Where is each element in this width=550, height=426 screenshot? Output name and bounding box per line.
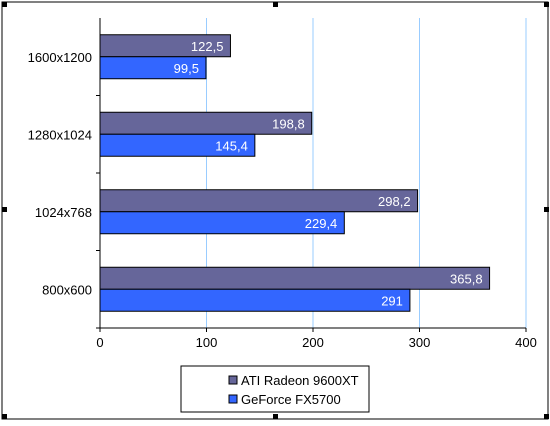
resize-handle [273,414,278,419]
bar-data-label: 365,8 [450,271,483,286]
resize-handle [273,2,278,7]
bar-data-label: 122,5 [191,39,224,54]
resize-handle [2,207,7,212]
y-category-label: 1024x768 [35,205,92,220]
axes: 0 100 200 300 400 1600x1200 1280x1024 1024x768 8… [28,18,537,350]
bar-data-label: 145,4 [215,138,248,153]
resize-handle [544,414,549,419]
bar [99,288,411,312]
resize-handle [544,207,549,212]
x-tick-label: 100 [196,335,218,350]
x-tick-label: 0 [96,335,103,350]
bar-data-label: 291 [381,293,403,308]
bar-data-label: 298,2 [378,194,411,209]
legend-box [180,365,370,413]
y-category-label: 1600x1200 [28,50,92,65]
legend-swatch [228,394,238,404]
x-tick-label: 200 [302,335,324,350]
resize-handle [544,2,549,7]
x-tick-label: 400 [515,335,537,350]
legend-label: GeForce FX5700 [241,392,341,407]
bars: 122,5 99,5 198,8 145,4 298,2 229,4 365,8 291 [99,34,491,312]
legend-swatch [228,375,238,385]
legend: ATI Radeon 9600XT GeForce FX5700 [2,2,549,419]
bar [99,189,419,213]
y-category-label: 1280x1024 [28,127,92,142]
bar-data-label: 229,4 [305,216,338,231]
resize-handle [2,2,7,7]
y-category-label: 800x600 [42,282,92,297]
bar-data-label: 198,8 [272,116,305,131]
x-tick-label: 300 [409,335,431,350]
bar [99,266,491,290]
bar-data-label: 99,5 [174,61,199,76]
resize-handle [2,414,7,419]
legend-label: ATI Radeon 9600XT [241,373,359,388]
